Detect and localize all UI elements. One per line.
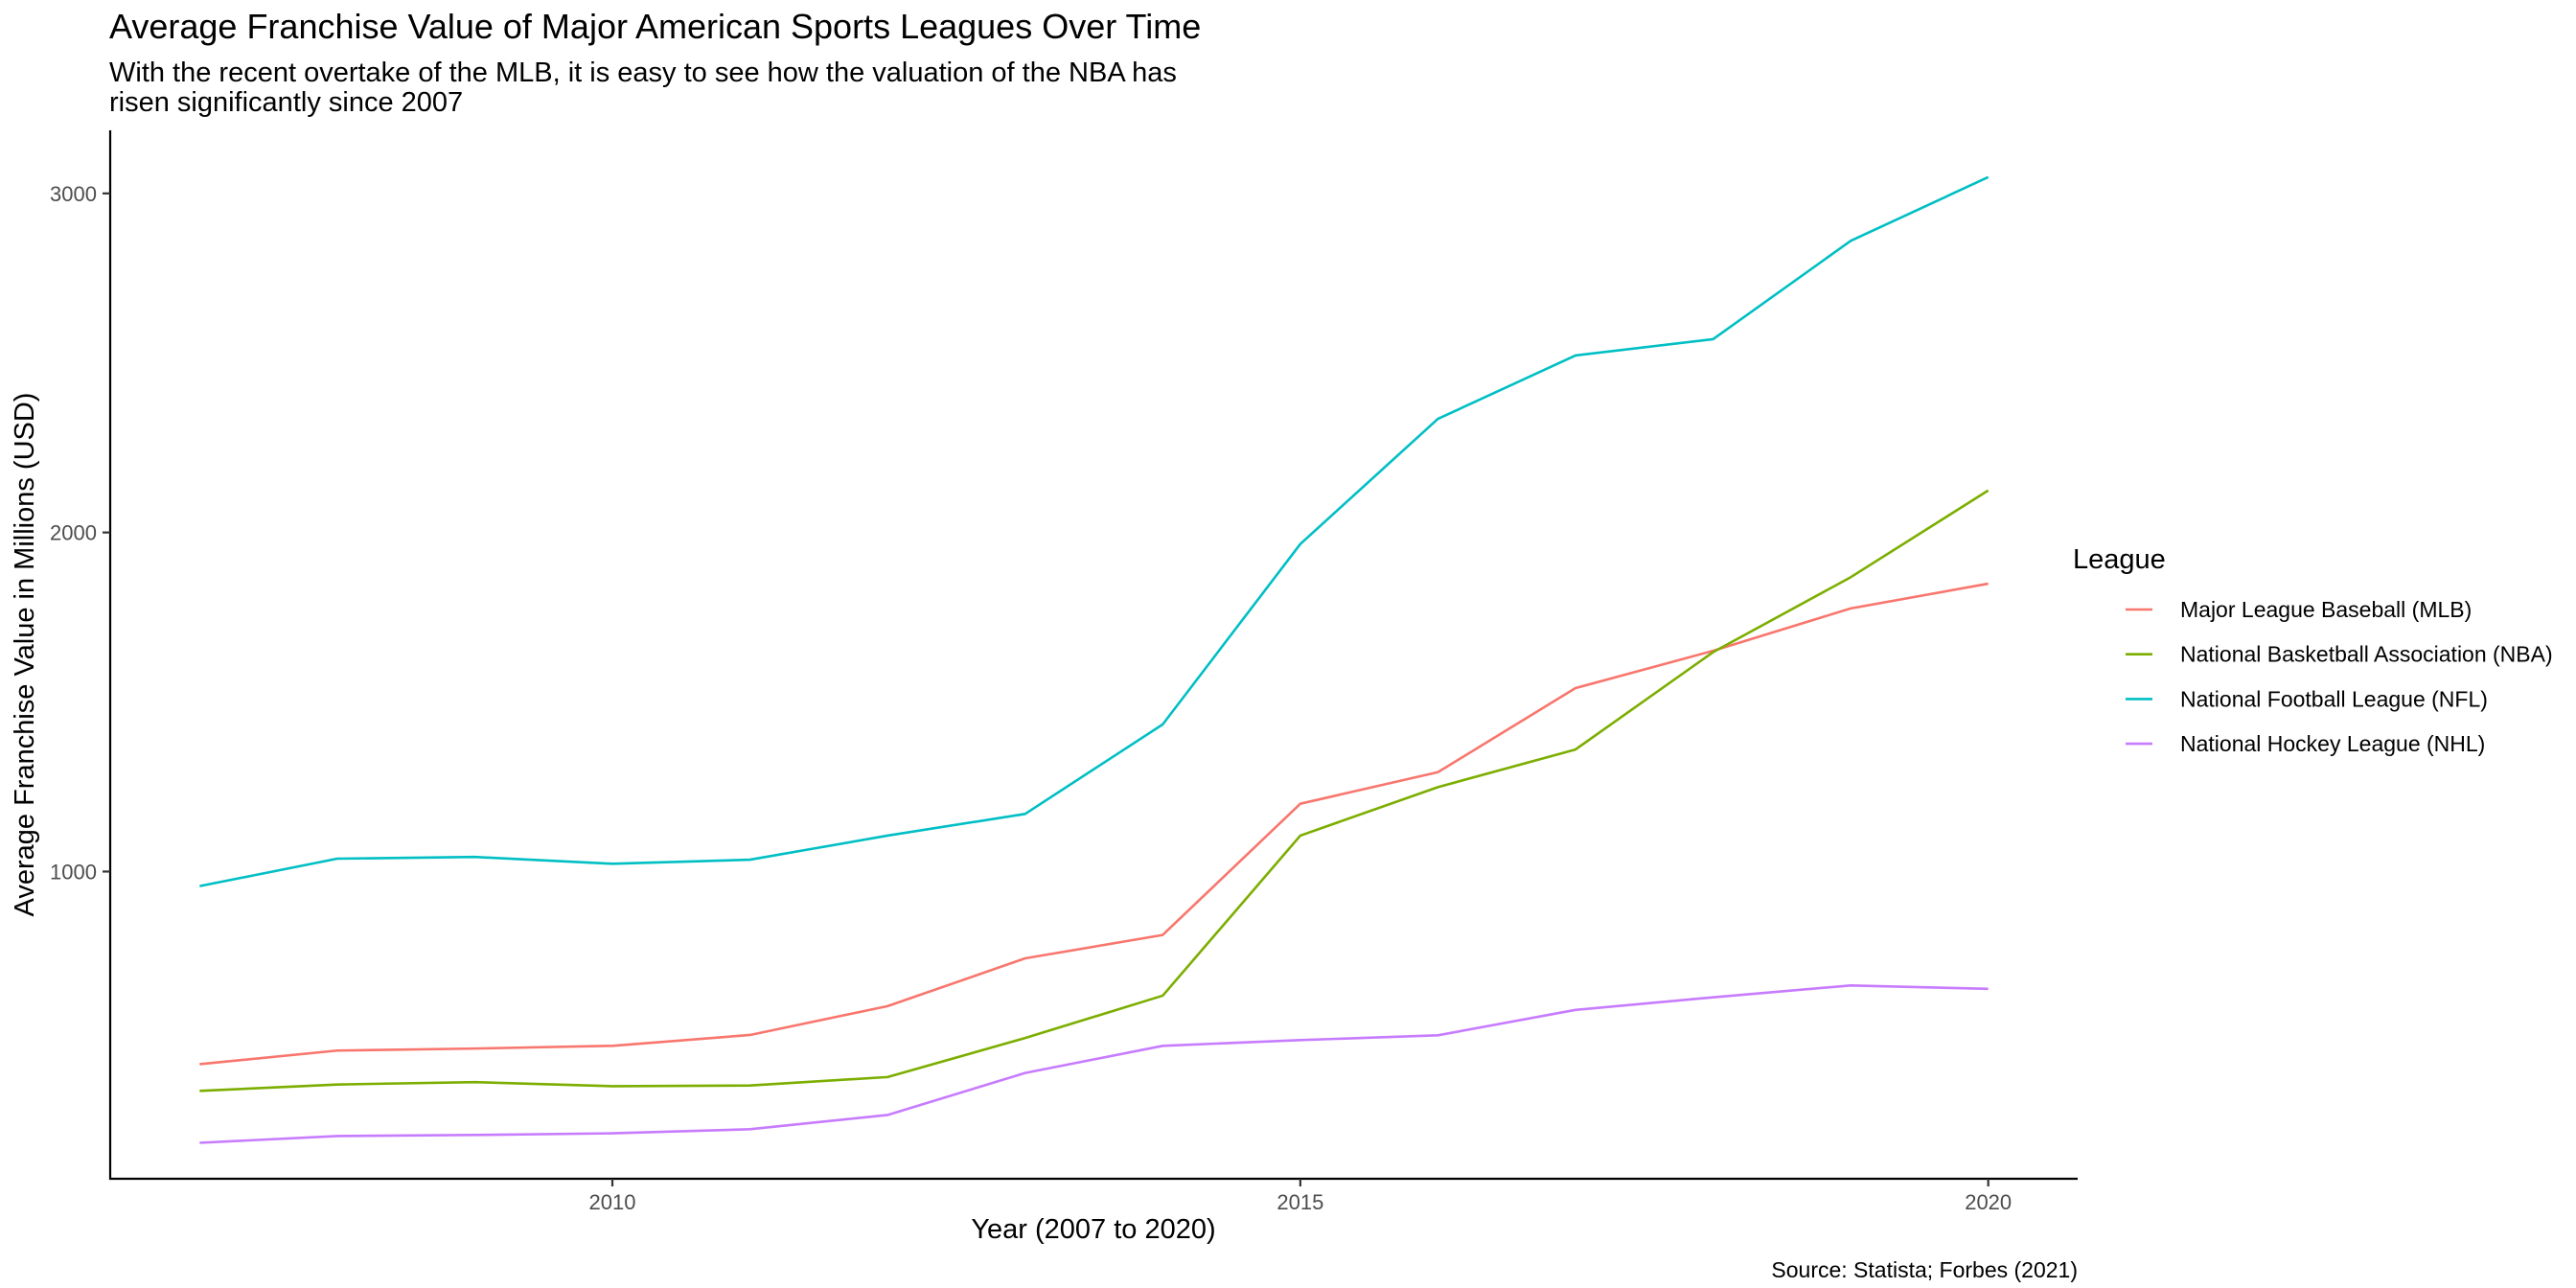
- legend-item: National Football League (NFL): [2126, 686, 2488, 711]
- legend: League Major League Baseball (MLB) Nation…: [2073, 544, 2553, 756]
- y-tick-label: 3000: [50, 182, 97, 206]
- legend-title: League: [2073, 544, 2166, 575]
- legend-item: Major League Baseball (MLB): [2126, 597, 2472, 622]
- legend-item: National Basketball Association (NBA): [2126, 642, 2553, 667]
- chart-subtitle-line-1: With the recent overtake of the MLB, it …: [109, 58, 1177, 88]
- x-axis-title: Year (2007 to 2020): [971, 1214, 1215, 1245]
- chart-title: Average Franchise Value of Major America…: [109, 7, 1201, 46]
- x-axis-ticks: 2010 2015 2020: [589, 1179, 2012, 1214]
- series-line-1: [199, 582, 1989, 1066]
- legend-label: National Football League (NFL): [2180, 686, 2488, 711]
- x-tick-label: 2020: [1965, 1190, 2012, 1214]
- x-tick-label: 2015: [1276, 1190, 1323, 1214]
- legend-item: National Hockey League (NHL): [2126, 731, 2485, 756]
- legend-label: National Basketball Association (NBA): [2180, 642, 2553, 667]
- y-tick-label: 2000: [50, 521, 97, 545]
- series-line-3: [199, 175, 1990, 887]
- chart-subtitle-line-2: risen significantly since 2007: [109, 87, 463, 118]
- legend-items: Major League Baseball (MLB) National Bask…: [2126, 597, 2553, 756]
- legend-label: Major League Baseball (MLB): [2180, 597, 2472, 622]
- y-axis-title: Average Franchise Value in Millions (USD…: [10, 393, 40, 917]
- series-lines: [199, 175, 1990, 1144]
- legend-label: National Hockey League (NHL): [2180, 731, 2485, 756]
- y-tick-label: 1000: [50, 860, 97, 884]
- y-axis-ticks: 1000 2000 3000: [50, 182, 110, 884]
- series-line-2: [199, 489, 1990, 1092]
- x-tick-label: 2010: [589, 1190, 636, 1214]
- chart-caption: Source: Statista; Forbes (2021): [1771, 1257, 2078, 1282]
- series-line-4: [199, 984, 1989, 1144]
